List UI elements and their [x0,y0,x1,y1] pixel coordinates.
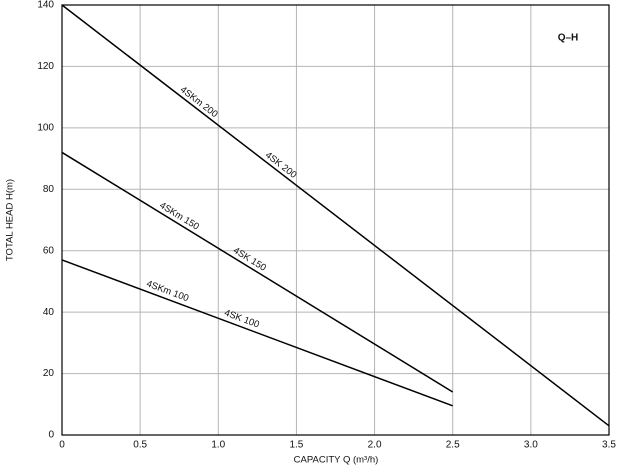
x-axis-title: CAPACITY Q (m³/h) [294,455,379,466]
x-tick-label: 3.0 [524,440,538,451]
y-tick-label: 120 [37,61,54,72]
y-tick-label: 60 [43,245,55,256]
y-tick-label: 0 [48,430,54,441]
x-tick-label: 0.5 [133,440,147,451]
line [61,4,610,427]
y-tick-label: 100 [37,122,54,133]
y-tick-label: 40 [43,307,55,318]
y-axis-title: TOTAL HEAD H(m) [5,179,16,261]
x-tick-label: 2.0 [368,440,382,451]
x-tick-label: 3.5 [602,440,616,451]
line [61,151,454,393]
y-tick-label: 80 [43,184,55,195]
y-tick-label: 140 [37,0,54,11]
y-tick-label: 20 [43,368,55,379]
plot-frame [61,4,610,436]
x-tick-label: 0 [59,440,65,451]
line [61,259,453,407]
x-tick-label: 2.5 [446,440,460,451]
chart-title: Q–H [558,33,579,44]
x-tick-label: 1.5 [289,440,303,451]
x-tick-label: 1.0 [211,440,225,451]
